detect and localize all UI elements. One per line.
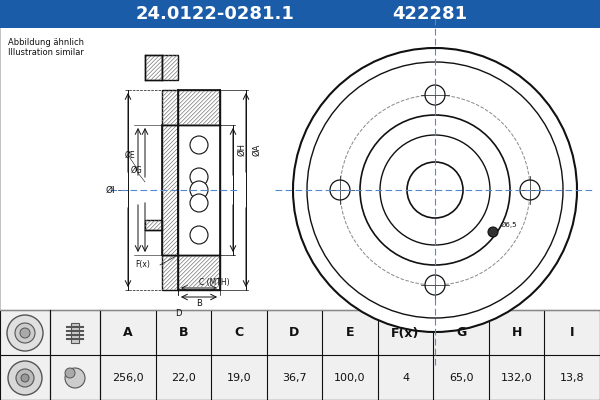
Text: 13,8: 13,8 — [560, 373, 584, 383]
Text: H: H — [511, 326, 522, 340]
Circle shape — [520, 180, 540, 200]
Circle shape — [190, 168, 208, 186]
Text: Illustration similar: Illustration similar — [8, 48, 84, 57]
Circle shape — [8, 361, 42, 395]
Circle shape — [190, 226, 208, 244]
Text: ØE: ØE — [125, 150, 136, 160]
Circle shape — [16, 369, 34, 387]
Circle shape — [360, 115, 510, 265]
Bar — [162, 55, 178, 80]
Bar — [0, 310, 600, 400]
Text: Abbildung ähnlich: Abbildung ähnlich — [8, 38, 84, 47]
Circle shape — [293, 48, 577, 332]
Bar — [0, 0, 600, 28]
Text: Ø6,5: Ø6,5 — [501, 222, 517, 228]
Text: 22,0: 22,0 — [171, 373, 196, 383]
Circle shape — [330, 180, 350, 200]
Circle shape — [190, 136, 208, 154]
Text: F(x): F(x) — [391, 326, 420, 340]
Text: C (MTH): C (MTH) — [199, 278, 229, 286]
Text: 65,0: 65,0 — [449, 373, 473, 383]
Circle shape — [190, 194, 208, 212]
Text: 422281: 422281 — [392, 5, 467, 23]
Bar — [162, 125, 178, 255]
Text: C: C — [235, 326, 244, 340]
Circle shape — [425, 275, 445, 295]
Circle shape — [21, 374, 29, 382]
Text: 256,0: 256,0 — [112, 373, 143, 383]
Text: ØI: ØI — [105, 186, 115, 194]
Text: 24.0122-0281.1: 24.0122-0281.1 — [136, 5, 295, 23]
Circle shape — [380, 135, 490, 245]
Text: B: B — [196, 300, 202, 308]
Text: ØG: ØG — [131, 166, 143, 174]
Text: 4: 4 — [402, 373, 409, 383]
Text: 100,0: 100,0 — [334, 373, 366, 383]
Text: 36,7: 36,7 — [282, 373, 307, 383]
Circle shape — [407, 162, 463, 218]
Text: 19,0: 19,0 — [227, 373, 251, 383]
Text: ØH: ØH — [237, 144, 246, 156]
Circle shape — [20, 328, 30, 338]
Circle shape — [7, 315, 43, 351]
Text: D: D — [289, 326, 299, 340]
Circle shape — [15, 323, 35, 343]
Bar — [145, 220, 162, 230]
Circle shape — [65, 368, 75, 378]
Bar — [0, 28, 600, 310]
Text: A: A — [123, 326, 133, 340]
Circle shape — [307, 62, 563, 318]
Text: F(x): F(x) — [135, 260, 150, 270]
Bar — [71, 323, 79, 343]
Bar — [0, 28, 600, 310]
Bar — [178, 125, 220, 255]
Text: D: D — [175, 310, 181, 318]
Text: E: E — [346, 326, 354, 340]
Circle shape — [488, 227, 498, 237]
Text: G: G — [456, 326, 466, 340]
Bar — [145, 55, 162, 80]
Text: I: I — [570, 326, 574, 340]
Bar — [162, 255, 220, 290]
Text: ØA: ØA — [252, 144, 261, 156]
Circle shape — [190, 181, 208, 199]
Text: 132,0: 132,0 — [501, 373, 532, 383]
Circle shape — [425, 85, 445, 105]
Bar — [162, 90, 220, 125]
Text: B: B — [179, 326, 188, 340]
Circle shape — [65, 368, 85, 388]
